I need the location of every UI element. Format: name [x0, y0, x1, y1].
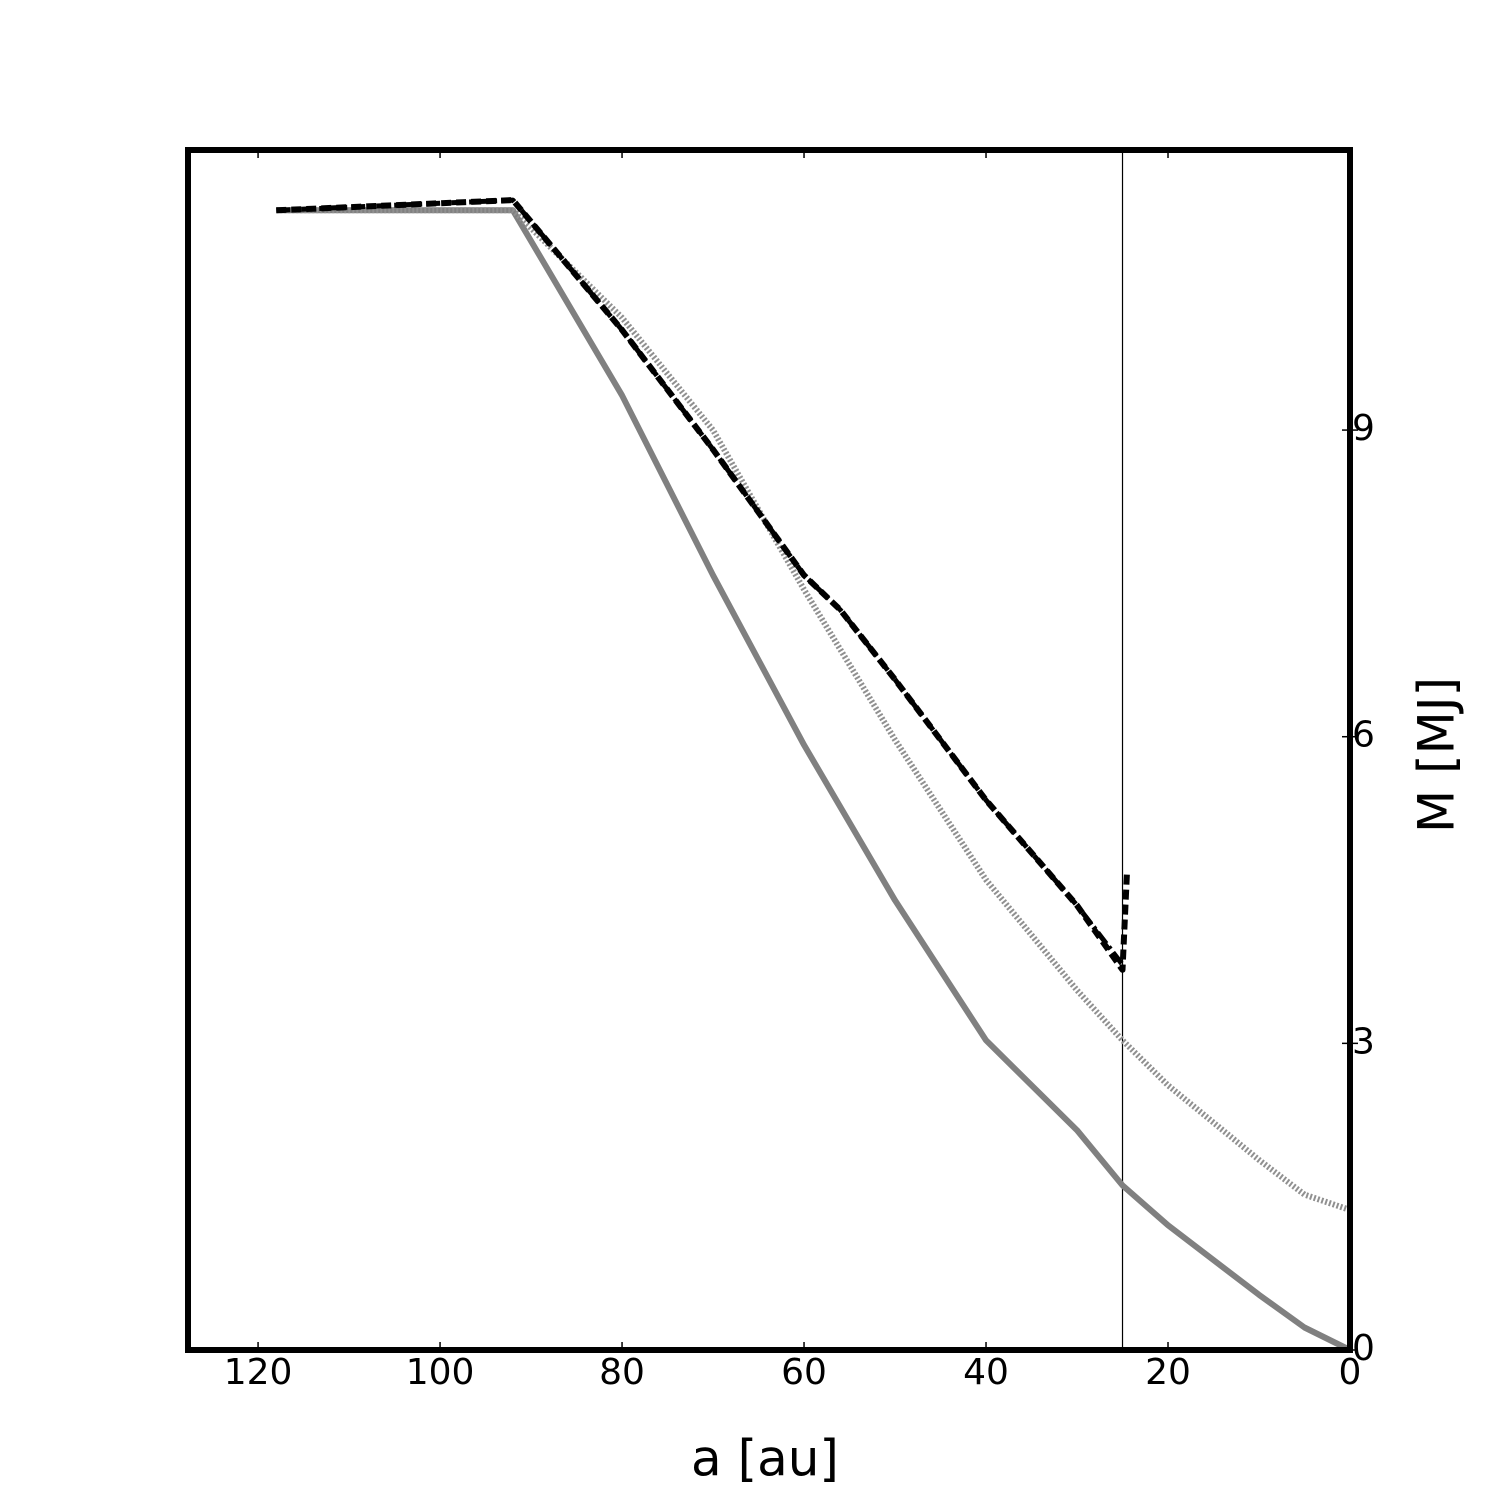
y-tick-label: 6	[1352, 715, 1375, 756]
x-tick-label: 60	[781, 1352, 827, 1393]
x-tick-label: 80	[599, 1352, 645, 1393]
x-tick-label: 0	[1339, 1352, 1362, 1393]
y-tick-label: 3	[1352, 1021, 1375, 1062]
series-line	[276, 197, 1131, 973]
y-tick-label: 9	[1352, 408, 1375, 449]
x-tick-label: 20	[1145, 1352, 1191, 1393]
series-line	[276, 207, 1352, 1353]
x-axis-label: a [au]	[691, 1430, 839, 1488]
series-line	[276, 197, 1125, 967]
series-line	[276, 207, 1351, 1213]
x-tick-label: 100	[406, 1352, 475, 1393]
y-tick-label: 0	[1352, 1328, 1375, 1369]
x-tick-label: 40	[963, 1352, 1009, 1393]
plot-frame	[185, 147, 1353, 1353]
y-axis-label: M [MJ]	[1408, 677, 1466, 833]
x-tick-label: 120	[224, 1352, 293, 1393]
